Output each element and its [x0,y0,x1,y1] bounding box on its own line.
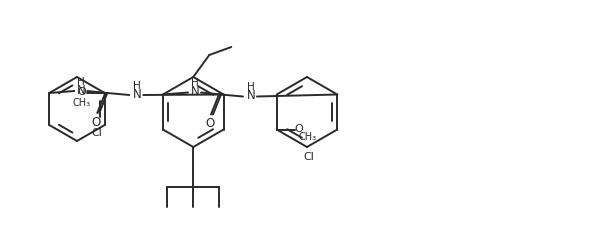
Text: CH₃: CH₃ [73,98,91,108]
Text: O: O [295,123,303,133]
Text: H: H [78,77,85,87]
Text: O: O [78,87,86,97]
Text: N: N [191,85,199,98]
Text: O: O [205,117,215,130]
Text: Cl: Cl [304,152,315,162]
Text: H: H [133,81,141,91]
Text: Cl: Cl [92,128,102,138]
Text: N: N [247,89,255,102]
Text: CH₃: CH₃ [299,133,317,143]
Text: N: N [133,87,142,101]
Text: H: H [191,79,199,89]
Text: O: O [92,116,101,128]
Text: N: N [77,84,85,96]
Text: H: H [247,82,255,92]
